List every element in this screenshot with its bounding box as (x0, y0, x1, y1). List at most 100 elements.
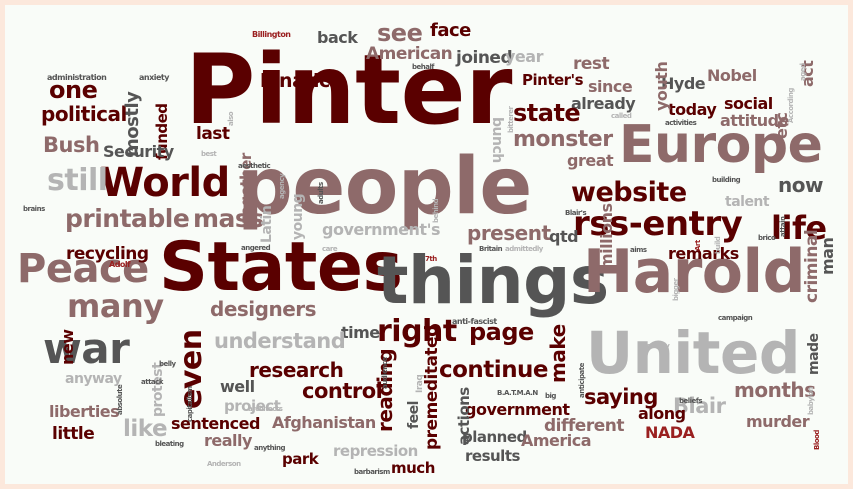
word-pinter: Pinter (185, 34, 513, 146)
word-brains: brains (23, 205, 45, 213)
word-america: America (521, 431, 591, 450)
word-little: little (52, 424, 94, 444)
word-american: American (366, 44, 452, 64)
word-europe: Europe (619, 115, 822, 175)
word-barbarism: barbarism (354, 468, 390, 476)
word-etc: etc (772, 113, 791, 140)
word-millions: millions (597, 203, 616, 270)
word-new: new (58, 329, 77, 365)
word-life: life (771, 209, 827, 247)
word-admittedly: admittedly (505, 245, 544, 253)
word-one: one (49, 76, 98, 104)
word-together: together (237, 152, 255, 223)
word-man: man (818, 238, 837, 275)
word-build: build (714, 236, 722, 254)
word-designers: designers (210, 297, 316, 321)
word-iraq: Iraq (415, 375, 425, 393)
word-latin: Latin (259, 206, 275, 243)
word-understand: understand (214, 329, 345, 353)
word-actually: actually (642, 342, 670, 350)
word-bigger: bigger (672, 277, 680, 301)
word-see: see (377, 19, 423, 47)
word-anderson: Anderson (207, 460, 241, 468)
word-people: people (237, 142, 532, 232)
word-nada: NADA (645, 423, 696, 442)
word-mass: mass (193, 204, 264, 233)
word-art: Art (694, 239, 702, 251)
word-today: today (668, 100, 717, 119)
word-absolute: absolute (116, 384, 124, 415)
word-bush: Bush (43, 133, 99, 157)
word-planned: planned (462, 428, 527, 446)
word-feel: feel (406, 401, 422, 429)
word-right: right (377, 314, 457, 349)
word-blair: Blair (673, 394, 727, 418)
word-bleating: bleating (155, 440, 184, 448)
word-great: great (567, 151, 614, 170)
word-adults: adults (317, 182, 325, 204)
word-babylon: babylon (807, 386, 815, 415)
word-blair-s: Blair's (565, 209, 586, 217)
word-make: make (546, 324, 570, 383)
word-war: war (43, 324, 130, 373)
word-b-a-t-m-a-n: B.A.T.M.A.N (497, 389, 538, 397)
word-like: like (123, 416, 167, 442)
word-security: Security (103, 142, 175, 161)
word-joined: joined (455, 48, 512, 68)
word-care: care (322, 245, 338, 253)
word-aged: aged (799, 63, 807, 81)
word-billington: Billington (252, 30, 291, 39)
word-anticipate: anticipate (578, 362, 586, 398)
word-aims: aims (630, 246, 647, 254)
word-social: social (724, 94, 773, 113)
word-things: things (377, 242, 609, 319)
word-last: last (196, 124, 230, 144)
word-already: already (571, 94, 636, 113)
word-according: According (787, 88, 795, 123)
word-blood: Blood (813, 430, 821, 450)
word-brico: brico (758, 234, 776, 242)
word-afghanistan: Afghanistan (272, 413, 376, 432)
word-sentenced: sentenced (171, 414, 260, 433)
word-funded: funded (153, 103, 171, 160)
word-back: back (317, 28, 358, 47)
word-angered: angered (241, 244, 271, 252)
word-government-s: government's (322, 220, 440, 239)
word-united: United (586, 319, 800, 387)
word-mostly: mostly (122, 91, 143, 157)
word-best: best (201, 150, 217, 158)
word-administration: administration (47, 73, 107, 82)
word-big: big (545, 392, 556, 400)
word-research: research (249, 358, 343, 382)
word-called: called (611, 112, 632, 120)
word-anti-fascist: anti-fascist (452, 317, 497, 326)
word-rss-entry: rss-entry (573, 204, 743, 244)
word-qtd: qtd (549, 227, 578, 246)
word-remarks: remarks (668, 244, 739, 263)
word-pinter-s: Pinter's (522, 71, 584, 89)
word-premeditated: premeditated (422, 325, 442, 450)
word-attitude: attitude (720, 111, 790, 130)
word-campaign: campaign (718, 314, 753, 322)
word-now: now (778, 173, 823, 197)
word-results: results (465, 447, 520, 465)
word-bitterer: bitterer (507, 105, 515, 133)
word-nobel: Nobel (707, 66, 757, 85)
word-britain: Britain (479, 245, 503, 253)
word-bunch: bunch (489, 117, 505, 163)
word-protest: protest (150, 362, 166, 417)
word-face: face (430, 20, 471, 41)
word-beliefs: beliefs (679, 397, 702, 405)
word-activities: activities (665, 119, 697, 127)
word-behalf: behalf (412, 63, 435, 71)
word-recycling: recycling (66, 244, 149, 264)
word-even: even (174, 329, 209, 409)
word-monster: monster (513, 127, 613, 152)
word-present: present (467, 221, 551, 245)
word-also: also (227, 111, 235, 126)
word-much: much (391, 459, 435, 477)
word-building: building (712, 176, 741, 184)
word-cloud-canvas: Pinter people States things Harold United Euro… (5, 5, 848, 484)
word-continue: continue (439, 357, 548, 383)
